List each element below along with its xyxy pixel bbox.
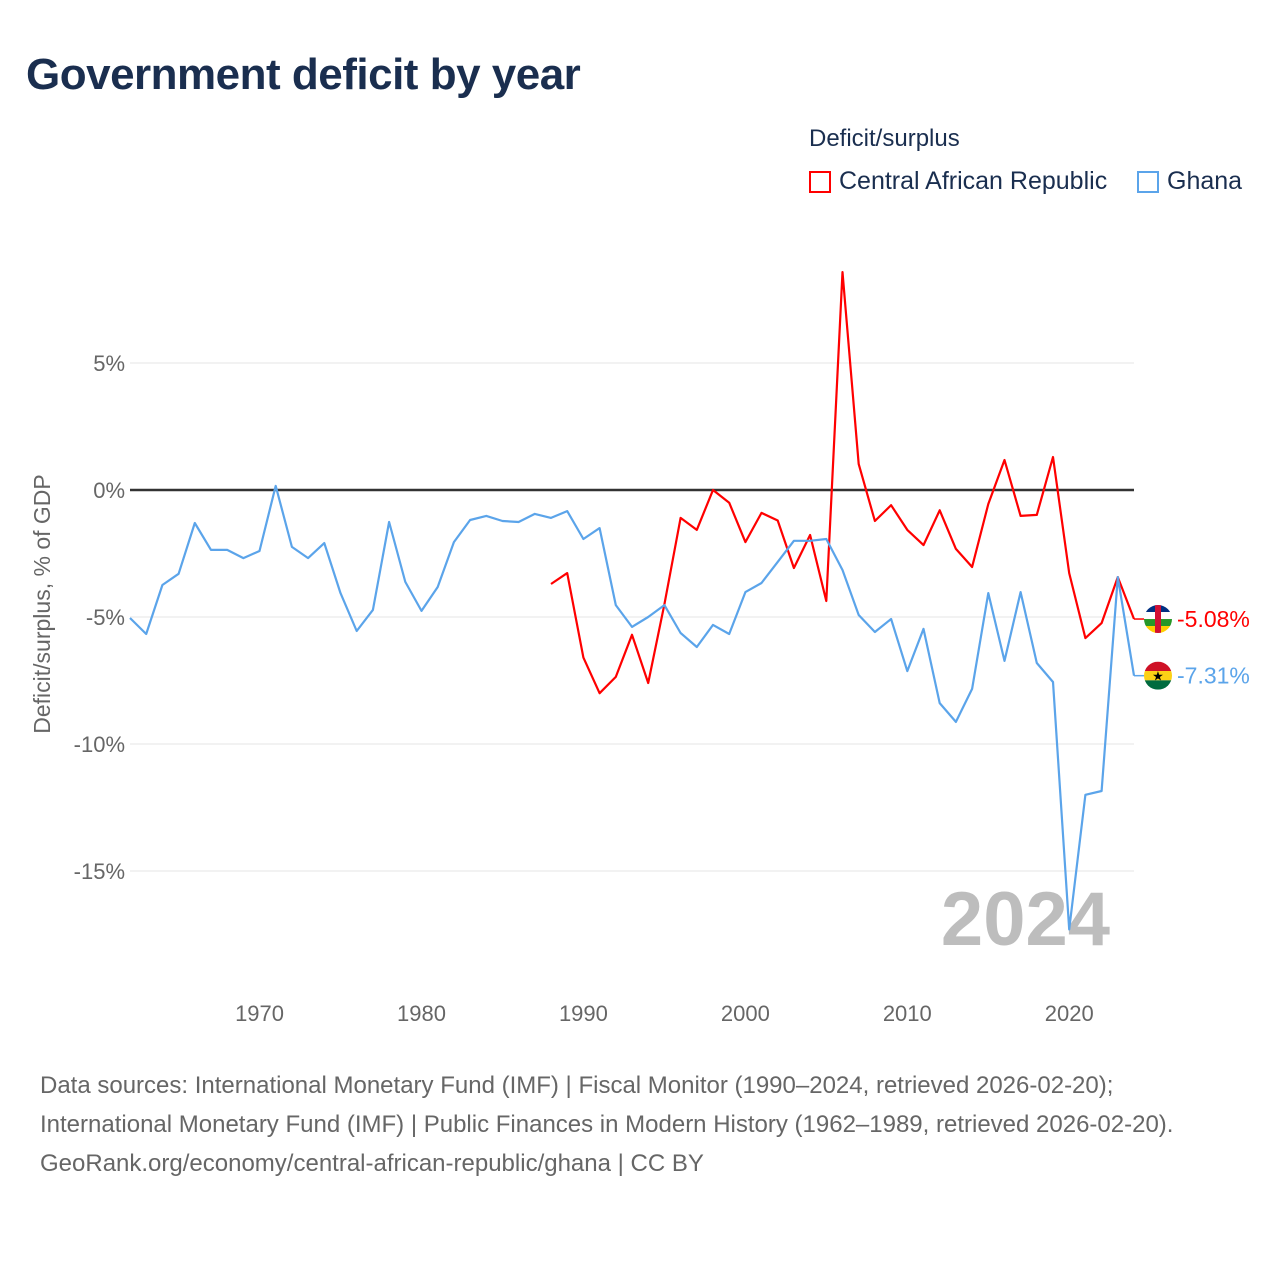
svg-text:★: ★	[1152, 669, 1164, 684]
legend-item-car[interactable]: Central African Republic	[809, 167, 1107, 196]
central-african-republic-flag-icon	[1144, 605, 1172, 634]
x-tick-label: 2020	[1045, 1001, 1094, 1026]
ghana-flag-icon: ★	[1144, 661, 1172, 690]
x-tick-label: 1990	[559, 1001, 608, 1026]
x-tick-label: 1980	[397, 1001, 446, 1026]
x-tick-label: 2000	[721, 1001, 770, 1026]
y-tick-label: -5%	[86, 605, 125, 630]
footer: Data sources: International Monetary Fun…	[40, 1066, 1240, 1183]
y-axis-label: Deficit/surplus, % of GDP	[29, 474, 55, 733]
end-value-label: -5.08%	[1177, 606, 1250, 632]
y-tick-label: 5%	[93, 351, 125, 376]
series-line-ghana[interactable]	[129, 484, 1136, 931]
data-sources: Data sources: International Monetary Fun…	[40, 1072, 1174, 1138]
x-tick-label: 2010	[883, 1001, 932, 1026]
legend-item-ghana[interactable]: Ghana	[1137, 167, 1242, 196]
series-line-car[interactable]	[550, 271, 1136, 695]
legend-swatch-ghana	[1137, 170, 1159, 193]
y-tick-label: -15%	[74, 859, 125, 884]
y-tick-label: 0%	[93, 478, 125, 503]
legend-swatch-car	[809, 170, 831, 193]
legend-title: Deficit/surplus	[809, 125, 960, 152]
x-tick-label: 1970	[235, 1001, 284, 1026]
y-tick-label: -10%	[74, 732, 125, 757]
credit-link[interactable]: GeoRank.org/economy/central-african-repu…	[40, 1150, 704, 1177]
year-watermark: 2024	[941, 877, 1110, 962]
end-value-label: -7.31%	[1177, 663, 1250, 689]
chart-title: Government deficit by year	[26, 50, 581, 99]
legend-label: Ghana	[1167, 167, 1243, 195]
legend-label: Central African Republic	[839, 167, 1108, 195]
